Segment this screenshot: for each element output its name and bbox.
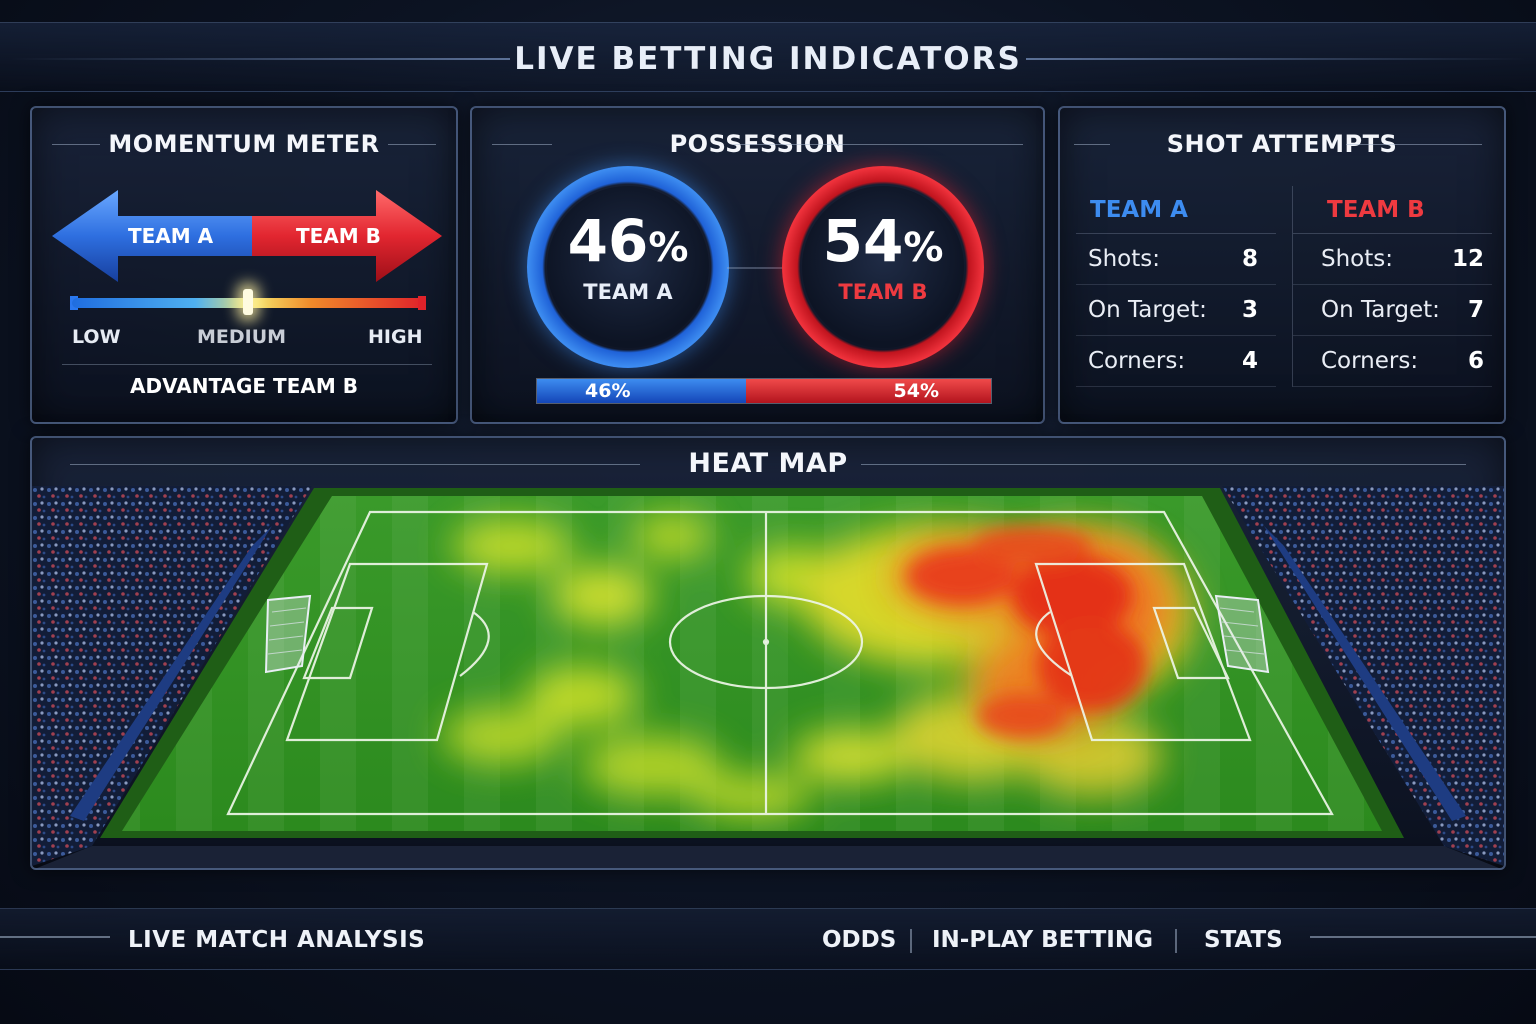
double-arrow-icon — [52, 190, 442, 282]
possession-label-team-b: TEAM B — [838, 280, 928, 304]
possession-header: POSSESSION — [472, 130, 1043, 158]
nav-stats[interactable]: STATS — [1204, 927, 1283, 953]
shots-header: SHOT ATTEMPTS — [1060, 130, 1504, 158]
nav-in-play-betting[interactable]: IN-PLAY BETTING — [932, 927, 1153, 953]
heat-map-panel: HEAT MAP — [30, 436, 1506, 870]
title-line-left — [10, 58, 510, 60]
meter-label-high: HIGH — [368, 326, 423, 348]
possession-bar-label-team-b: 54% — [893, 380, 939, 402]
possession-bar-team-b: 54% — [745, 379, 991, 403]
page-title: LIVE BETTING INDICATORS — [514, 41, 1022, 77]
goal-right-icon — [1214, 594, 1270, 674]
momentum-meter-knob[interactable] — [243, 289, 253, 315]
pitch-markings — [226, 510, 1334, 816]
possession-bar-label-team-a: 46% — [585, 380, 631, 402]
shot-attempts-panel: SHOT ATTEMPTS TEAM A Shots: 8 On Target: 3… — [1058, 106, 1506, 424]
shot-row: On Target: 7 — [1293, 285, 1492, 336]
shot-row: Corners: 4 — [1076, 336, 1276, 387]
momentum-meter-panel: MOMENTUM METER TEAM A TEAM B LOW MEDIUM … — [30, 106, 458, 424]
possession-value-team-b: 54% — [822, 207, 944, 275]
heatmap-title: HEAT MAP — [688, 448, 848, 479]
shot-row: On Target: 3 — [1076, 285, 1276, 336]
nav-odds[interactable]: ODDS — [822, 927, 897, 953]
shot-column-team-b: TEAM B Shots: 12 On Target: 7 Corners: 6 — [1292, 186, 1492, 387]
heatmap-header: HEAT MAP — [32, 448, 1504, 479]
advantage-text: ADVANTAGE TEAM B — [130, 374, 358, 398]
possession-value-team-a: 46% — [567, 207, 689, 275]
shot-column-team-a: TEAM A Shots: 8 On Target: 3 Corners: 4 — [1076, 186, 1276, 387]
shot-row: Shots: 12 — [1293, 234, 1492, 285]
momentum-team-b-label: TEAM B — [296, 224, 381, 248]
possession-bar-team-a: 46% — [537, 379, 746, 403]
momentum-arrow: TEAM A TEAM B — [52, 190, 442, 282]
meter-label-medium: MEDIUM — [197, 326, 287, 348]
possession-ring-team-a: 46% TEAM A — [527, 166, 729, 368]
title-bar: LIVE BETTING INDICATORS — [0, 22, 1536, 92]
soccer-pitch-heatmap[interactable] — [32, 486, 1504, 870]
possession-panel: POSSESSION 46% TEAM A 54% TEAM B 46% 54% — [470, 106, 1045, 424]
possession-ring-team-b: 54% TEAM B — [782, 166, 984, 368]
goal-left-icon — [264, 594, 312, 674]
possession-label-team-a: TEAM A — [583, 280, 673, 304]
shot-row: Corners: 6 — [1293, 336, 1492, 387]
footer-bar: LIVE MATCH ANALYSIS ODDS IN-PLAY BETTING… — [0, 908, 1536, 970]
meter-label-low: LOW — [72, 326, 121, 348]
heat-overlay — [442, 514, 1192, 818]
shot-team-a-name: TEAM A — [1076, 186, 1276, 234]
shot-team-b-name: TEAM B — [1293, 186, 1492, 234]
footer-title: LIVE MATCH ANALYSIS — [128, 927, 426, 953]
momentum-title: MOMENTUM METER — [108, 130, 380, 158]
momentum-header: MOMENTUM METER — [32, 130, 456, 158]
momentum-divider — [62, 364, 432, 365]
shot-row: Shots: 8 — [1076, 234, 1276, 285]
possession-bar: 46% 54% — [536, 378, 992, 404]
momentum-team-a-label: TEAM A — [128, 224, 214, 248]
meter-cap-high — [418, 296, 426, 310]
nav-separator — [910, 929, 912, 953]
nav-separator — [1175, 929, 1177, 953]
ring-connector — [727, 267, 787, 269]
